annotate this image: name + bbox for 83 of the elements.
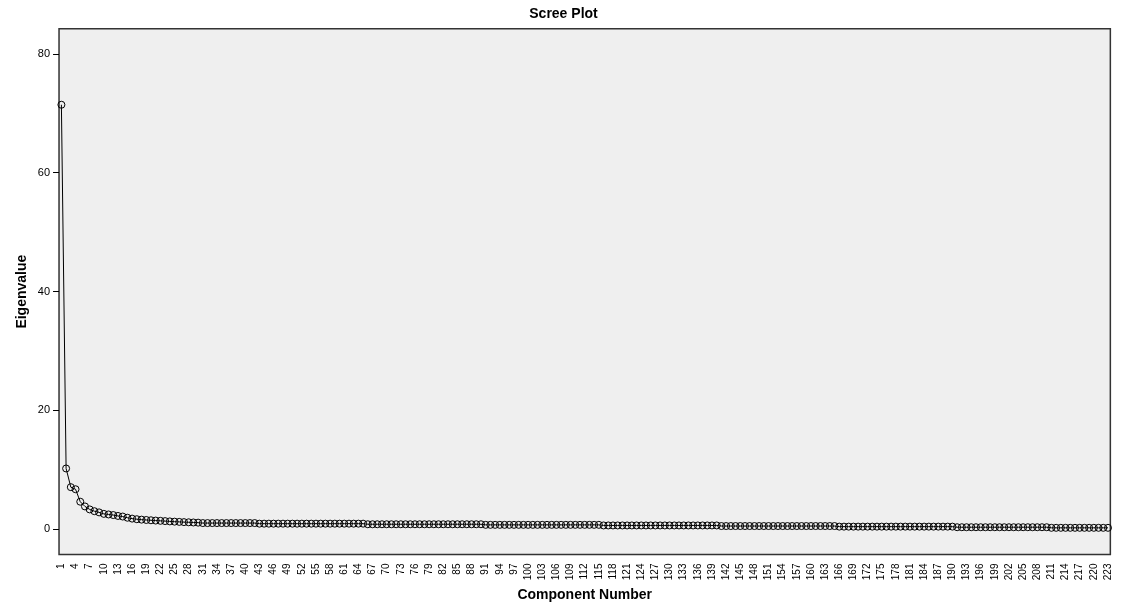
x-axis-title: Component Number bbox=[517, 586, 653, 603]
x-tick-label: 106 bbox=[550, 563, 562, 581]
x-tick-label: 151 bbox=[762, 563, 774, 581]
x-tick-label: 34 bbox=[210, 563, 222, 575]
x-tick-label: 103 bbox=[536, 563, 548, 581]
x-tick-label: 142 bbox=[719, 563, 731, 581]
x-tick-label: 184 bbox=[917, 563, 929, 581]
x-tick-label: 121 bbox=[620, 563, 632, 581]
x-tick-label: 199 bbox=[988, 563, 1000, 581]
x-tick-label: 25 bbox=[168, 563, 180, 575]
x-tick-label: 154 bbox=[776, 563, 788, 581]
x-tick-label: 145 bbox=[734, 563, 746, 581]
x-tick-label: 7 bbox=[83, 563, 95, 570]
x-tick-label: 61 bbox=[338, 563, 350, 575]
x-tick-label: 148 bbox=[748, 563, 760, 581]
x-tick-label: 220 bbox=[1087, 563, 1099, 581]
x-tick-label: 115 bbox=[592, 563, 604, 580]
x-tick-label: 136 bbox=[691, 563, 703, 581]
x-tick-label: 196 bbox=[974, 563, 986, 581]
x-tick-label: 16 bbox=[125, 563, 137, 575]
x-tick-label: 58 bbox=[323, 563, 335, 575]
x-tick-label: 193 bbox=[960, 563, 972, 581]
x-tick-label: 46 bbox=[267, 563, 279, 575]
x-tick-label: 112 bbox=[578, 563, 590, 580]
y-tick-label: 20 bbox=[37, 403, 51, 416]
x-tick-label: 13 bbox=[111, 563, 123, 575]
x-tick-label: 223 bbox=[1101, 563, 1113, 581]
y-tick-label: 40 bbox=[37, 284, 51, 297]
chart-title: Scree Plot bbox=[529, 5, 599, 22]
x-tick-label: 94 bbox=[493, 563, 505, 575]
x-tick-label: 40 bbox=[239, 563, 250, 575]
x-tick-label: 127 bbox=[649, 563, 661, 581]
x-tick-label: 169 bbox=[847, 563, 859, 581]
x-tick-label: 88 bbox=[465, 563, 477, 575]
x-tick-label: 214 bbox=[1059, 563, 1071, 581]
x-tick-label: 1 bbox=[55, 563, 67, 570]
y-tick-label: 80 bbox=[37, 47, 51, 60]
x-tick-label: 64 bbox=[352, 563, 364, 575]
x-tick-label: 31 bbox=[196, 563, 208, 575]
x-tick-label: 211 bbox=[1045, 563, 1057, 580]
x-tick-label: 76 bbox=[408, 563, 420, 575]
x-tick-label: 97 bbox=[507, 563, 519, 575]
x-tick-label: 133 bbox=[677, 563, 689, 581]
x-tick-label: 70 bbox=[380, 563, 392, 575]
x-tick-label: 124 bbox=[635, 563, 647, 581]
x-tick-label: 10 bbox=[97, 563, 109, 575]
x-tick-label: 160 bbox=[804, 563, 816, 581]
x-tick-label: 109 bbox=[564, 563, 576, 581]
x-tick-label: 22 bbox=[154, 563, 166, 575]
x-tick-label: 178 bbox=[889, 563, 901, 581]
x-tick-label: 73 bbox=[394, 563, 406, 575]
y-tick-label: 60 bbox=[37, 166, 51, 179]
x-tick-label: 217 bbox=[1073, 563, 1085, 581]
x-tick-label: 43 bbox=[253, 563, 265, 575]
x-tick-label: 175 bbox=[875, 563, 887, 581]
x-tick-label: 82 bbox=[437, 563, 449, 575]
x-tick-label: 172 bbox=[861, 563, 873, 581]
x-tick-label: 37 bbox=[224, 563, 236, 575]
x-tick-label: 208 bbox=[1031, 563, 1043, 581]
x-tick-label: 67 bbox=[366, 563, 378, 575]
x-tick-label: 190 bbox=[946, 563, 958, 581]
x-tick-label: 202 bbox=[1002, 563, 1014, 581]
x-tick-label: 139 bbox=[705, 563, 717, 581]
x-tick-label: 91 bbox=[479, 563, 491, 575]
x-tick-label: 205 bbox=[1016, 563, 1028, 581]
y-axis-title: Eigenvalue bbox=[13, 254, 30, 329]
x-tick-label: 55 bbox=[309, 563, 321, 575]
x-tick-label: 100 bbox=[521, 563, 533, 581]
x-tick-label: 130 bbox=[663, 563, 675, 581]
y-tick-label: 0 bbox=[43, 522, 51, 535]
x-tick-label: 181 bbox=[903, 563, 915, 581]
x-tick-label: 166 bbox=[833, 563, 845, 581]
x-tick-label: 19 bbox=[140, 563, 151, 575]
x-tick-label: 52 bbox=[295, 563, 307, 575]
x-tick-label: 85 bbox=[451, 563, 463, 575]
x-tick-label: 79 bbox=[422, 563, 434, 575]
x-tick-label: 4 bbox=[69, 563, 81, 570]
x-tick-label: 187 bbox=[932, 563, 944, 581]
x-tick-label: 163 bbox=[818, 563, 830, 581]
x-tick-label: 118 bbox=[606, 563, 618, 580]
x-tick-label: 157 bbox=[790, 563, 802, 581]
x-tick-label: 28 bbox=[182, 563, 194, 575]
x-tick-label: 49 bbox=[281, 563, 293, 575]
